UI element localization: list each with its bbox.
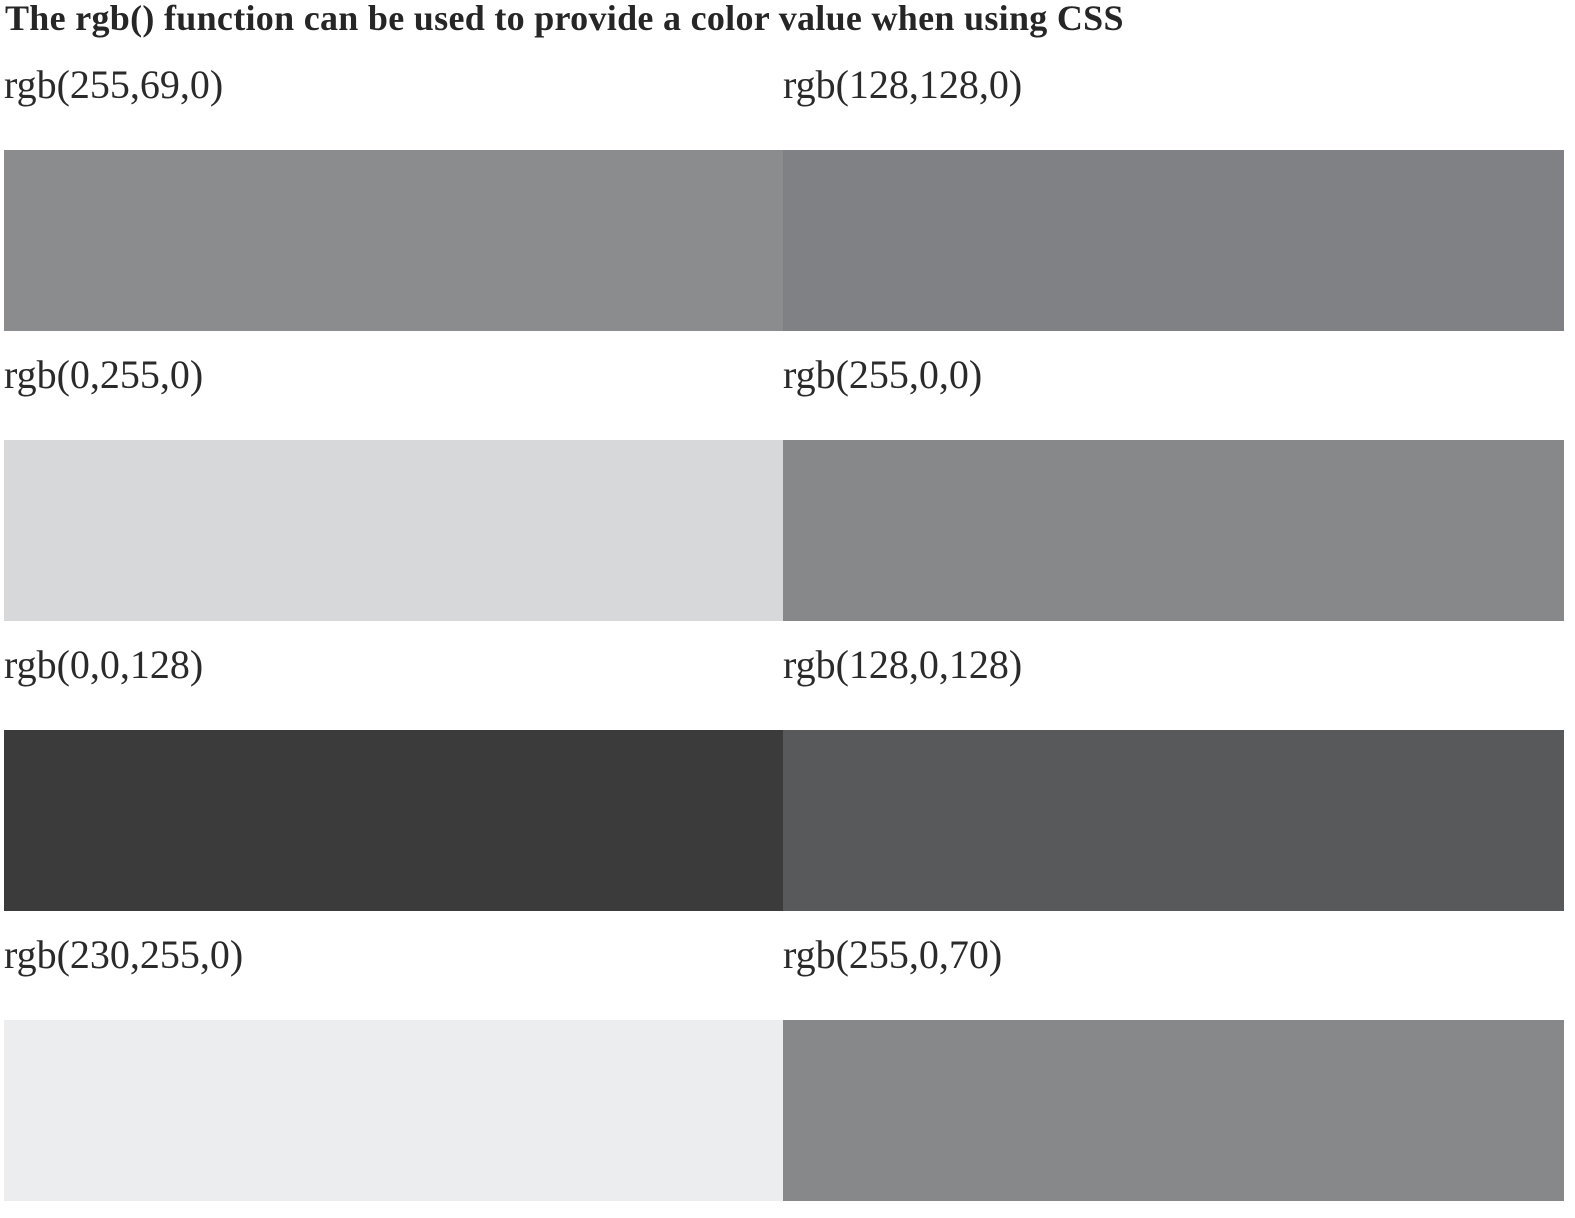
swatch-cell: rgb(128,0,128) [783, 638, 1564, 928]
color-swatch [4, 440, 783, 621]
color-swatch [783, 150, 1564, 331]
swatch-label: rgb(128,128,0) [783, 62, 1023, 107]
swatch-cell: rgb(0,0,128) [4, 638, 783, 928]
swatch-cell: rgb(255,0,70) [783, 928, 1564, 1218]
swatch-cell: rgb(128,128,0) [783, 58, 1564, 348]
swatch-cell: rgb(255,0,0) [783, 348, 1564, 638]
color-swatch [783, 1020, 1564, 1201]
color-swatch [4, 730, 783, 911]
color-swatch [4, 1020, 783, 1201]
swatch-cell: rgb(230,255,0) [4, 928, 783, 1218]
page-title: The rgb() function can be used to provid… [5, 0, 1124, 38]
swatch-cell: rgb(0,255,0) [4, 348, 783, 638]
swatch-label: rgb(0,255,0) [4, 352, 204, 397]
color-swatch [783, 440, 1564, 621]
swatch-label: rgb(0,0,128) [4, 642, 204, 687]
swatch-label: rgb(255,0,0) [783, 352, 983, 397]
swatch-grid: rgb(255,69,0) rgb(128,128,0) rgb(0,255,0… [4, 58, 1564, 1218]
swatch-label: rgb(255,69,0) [4, 62, 224, 107]
color-swatch [783, 730, 1564, 911]
swatch-label: rgb(128,0,128) [783, 642, 1023, 687]
swatch-label: rgb(255,0,70) [783, 932, 1003, 977]
swatch-cell: rgb(255,69,0) [4, 58, 783, 348]
color-swatch [4, 150, 783, 331]
swatch-label: rgb(230,255,0) [4, 932, 244, 977]
